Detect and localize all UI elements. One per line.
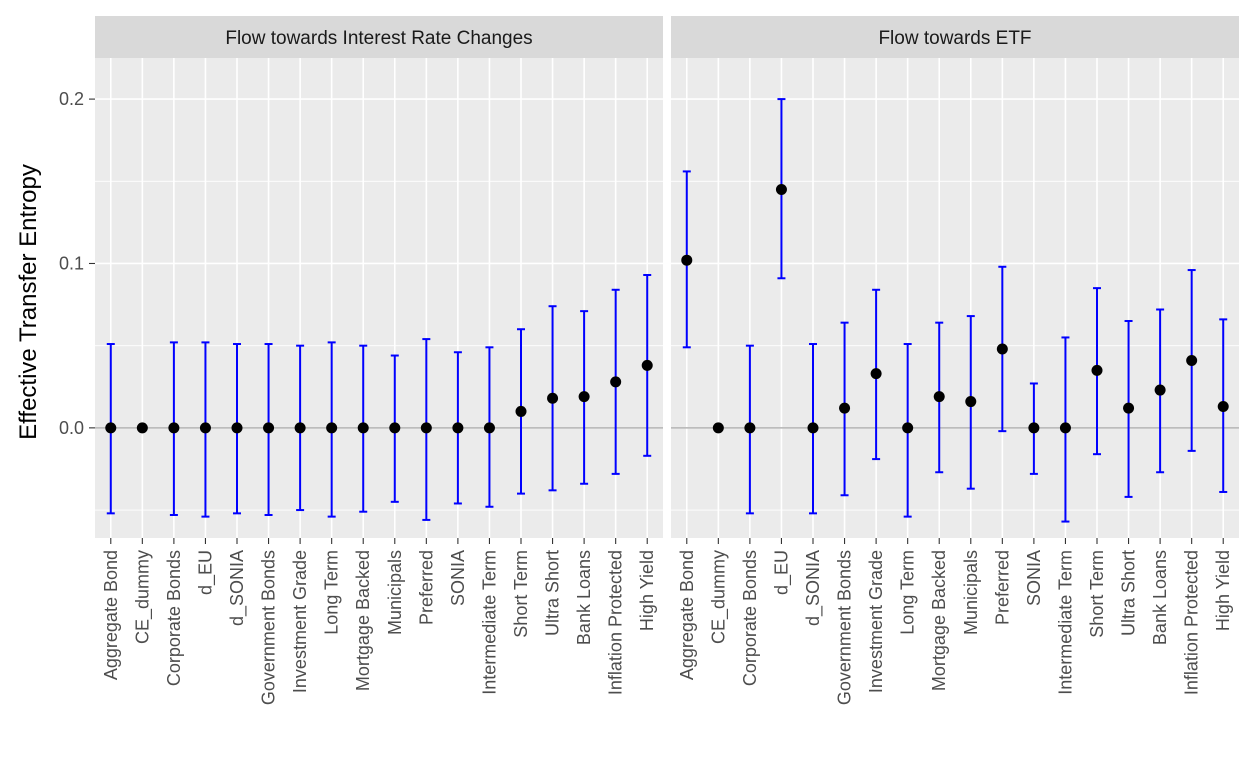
x-tick-label: Corporate Bonds	[164, 550, 184, 686]
data-point	[389, 422, 401, 434]
data-point	[199, 422, 211, 434]
x-tick-label: d_SONIA	[803, 550, 824, 626]
data-point	[357, 422, 369, 434]
data-point	[1217, 400, 1229, 412]
data-point	[902, 422, 914, 434]
x-tick-label: Preferred	[416, 550, 436, 625]
data-point	[1123, 402, 1135, 414]
x-tick-label: d_EU	[771, 550, 792, 595]
data-point	[839, 402, 851, 414]
data-point	[1186, 354, 1198, 366]
data-point	[515, 405, 527, 417]
data-point	[452, 422, 464, 434]
data-point	[1028, 422, 1040, 434]
x-tick-label: Inflation Protected	[606, 550, 626, 695]
x-tick-label: CE_dummy	[708, 550, 729, 644]
data-point	[326, 422, 338, 434]
y-tick-label: 0.0	[59, 418, 84, 438]
x-tick-label: d_EU	[195, 550, 216, 595]
x-tick-label: Long Term	[322, 550, 342, 635]
panel-background	[671, 58, 1239, 538]
data-point	[231, 422, 243, 434]
x-tick-label: Inflation Protected	[1182, 550, 1202, 695]
data-point	[1154, 384, 1166, 396]
data-point	[641, 359, 653, 371]
x-tick-label: Government Bonds	[259, 550, 279, 705]
x-tick-label: Short Term	[511, 550, 531, 638]
x-tick-label: Aggregate Bond	[677, 550, 697, 680]
x-tick-label: Ultra Short	[543, 550, 563, 636]
x-tick-label: d_SONIA	[227, 550, 248, 626]
data-point	[483, 422, 495, 434]
data-point	[870, 368, 882, 380]
data-point	[933, 391, 945, 403]
x-tick-label: Intermediate Term	[479, 550, 499, 695]
x-tick-label: CE_dummy	[132, 550, 153, 644]
x-tick-label: Bank Loans	[1150, 550, 1170, 645]
x-tick-label: Intermediate Term	[1055, 550, 1075, 695]
x-tick-label: High Yield	[637, 550, 657, 631]
panel-background	[95, 58, 663, 538]
x-tick-label: Long Term	[898, 550, 918, 635]
data-point	[420, 422, 432, 434]
data-point	[168, 422, 180, 434]
data-point	[263, 422, 275, 434]
x-tick-label: Municipals	[385, 550, 405, 635]
data-point	[712, 422, 724, 434]
data-point	[1059, 422, 1071, 434]
facet-title: Flow towards ETF	[878, 28, 1031, 49]
y-tick-label: 0.2	[59, 89, 84, 109]
y-tick-label: 0.1	[59, 253, 84, 273]
data-point	[578, 391, 590, 403]
x-tick-label: Investment Grade	[866, 550, 886, 693]
data-point	[610, 376, 622, 388]
x-tick-label: Government Bonds	[835, 550, 855, 705]
data-point	[547, 392, 559, 404]
data-point	[294, 422, 306, 434]
data-point	[775, 184, 787, 196]
data-point	[996, 343, 1008, 355]
facet-strip	[671, 16, 1239, 58]
data-point	[744, 422, 756, 434]
data-point	[136, 422, 148, 434]
data-point	[105, 422, 117, 434]
data-point	[807, 422, 819, 434]
data-point	[681, 254, 693, 266]
x-tick-label: Mortgage Backed	[929, 550, 949, 691]
x-tick-label: Ultra Short	[1119, 550, 1139, 636]
x-tick-label: Bank Loans	[574, 550, 594, 645]
y-axis-title: Effective Transfer Entropy	[15, 164, 42, 440]
data-point	[1091, 364, 1103, 376]
x-tick-label: Investment Grade	[290, 550, 310, 693]
x-tick-label: High Yield	[1213, 550, 1233, 631]
facet-strip	[95, 16, 663, 58]
x-tick-label: SONIA	[448, 550, 468, 606]
x-tick-label: SONIA	[1024, 550, 1044, 606]
facet-title: Flow towards Interest Rate Changes	[225, 28, 532, 49]
x-tick-label: Municipals	[961, 550, 981, 635]
x-tick-label: Mortgage Backed	[353, 550, 373, 691]
x-tick-label: Corporate Bonds	[740, 550, 760, 686]
x-tick-label: Preferred	[992, 550, 1012, 625]
data-point	[965, 396, 977, 408]
x-tick-label: Short Term	[1087, 550, 1107, 638]
x-tick-label: Aggregate Bond	[101, 550, 121, 680]
